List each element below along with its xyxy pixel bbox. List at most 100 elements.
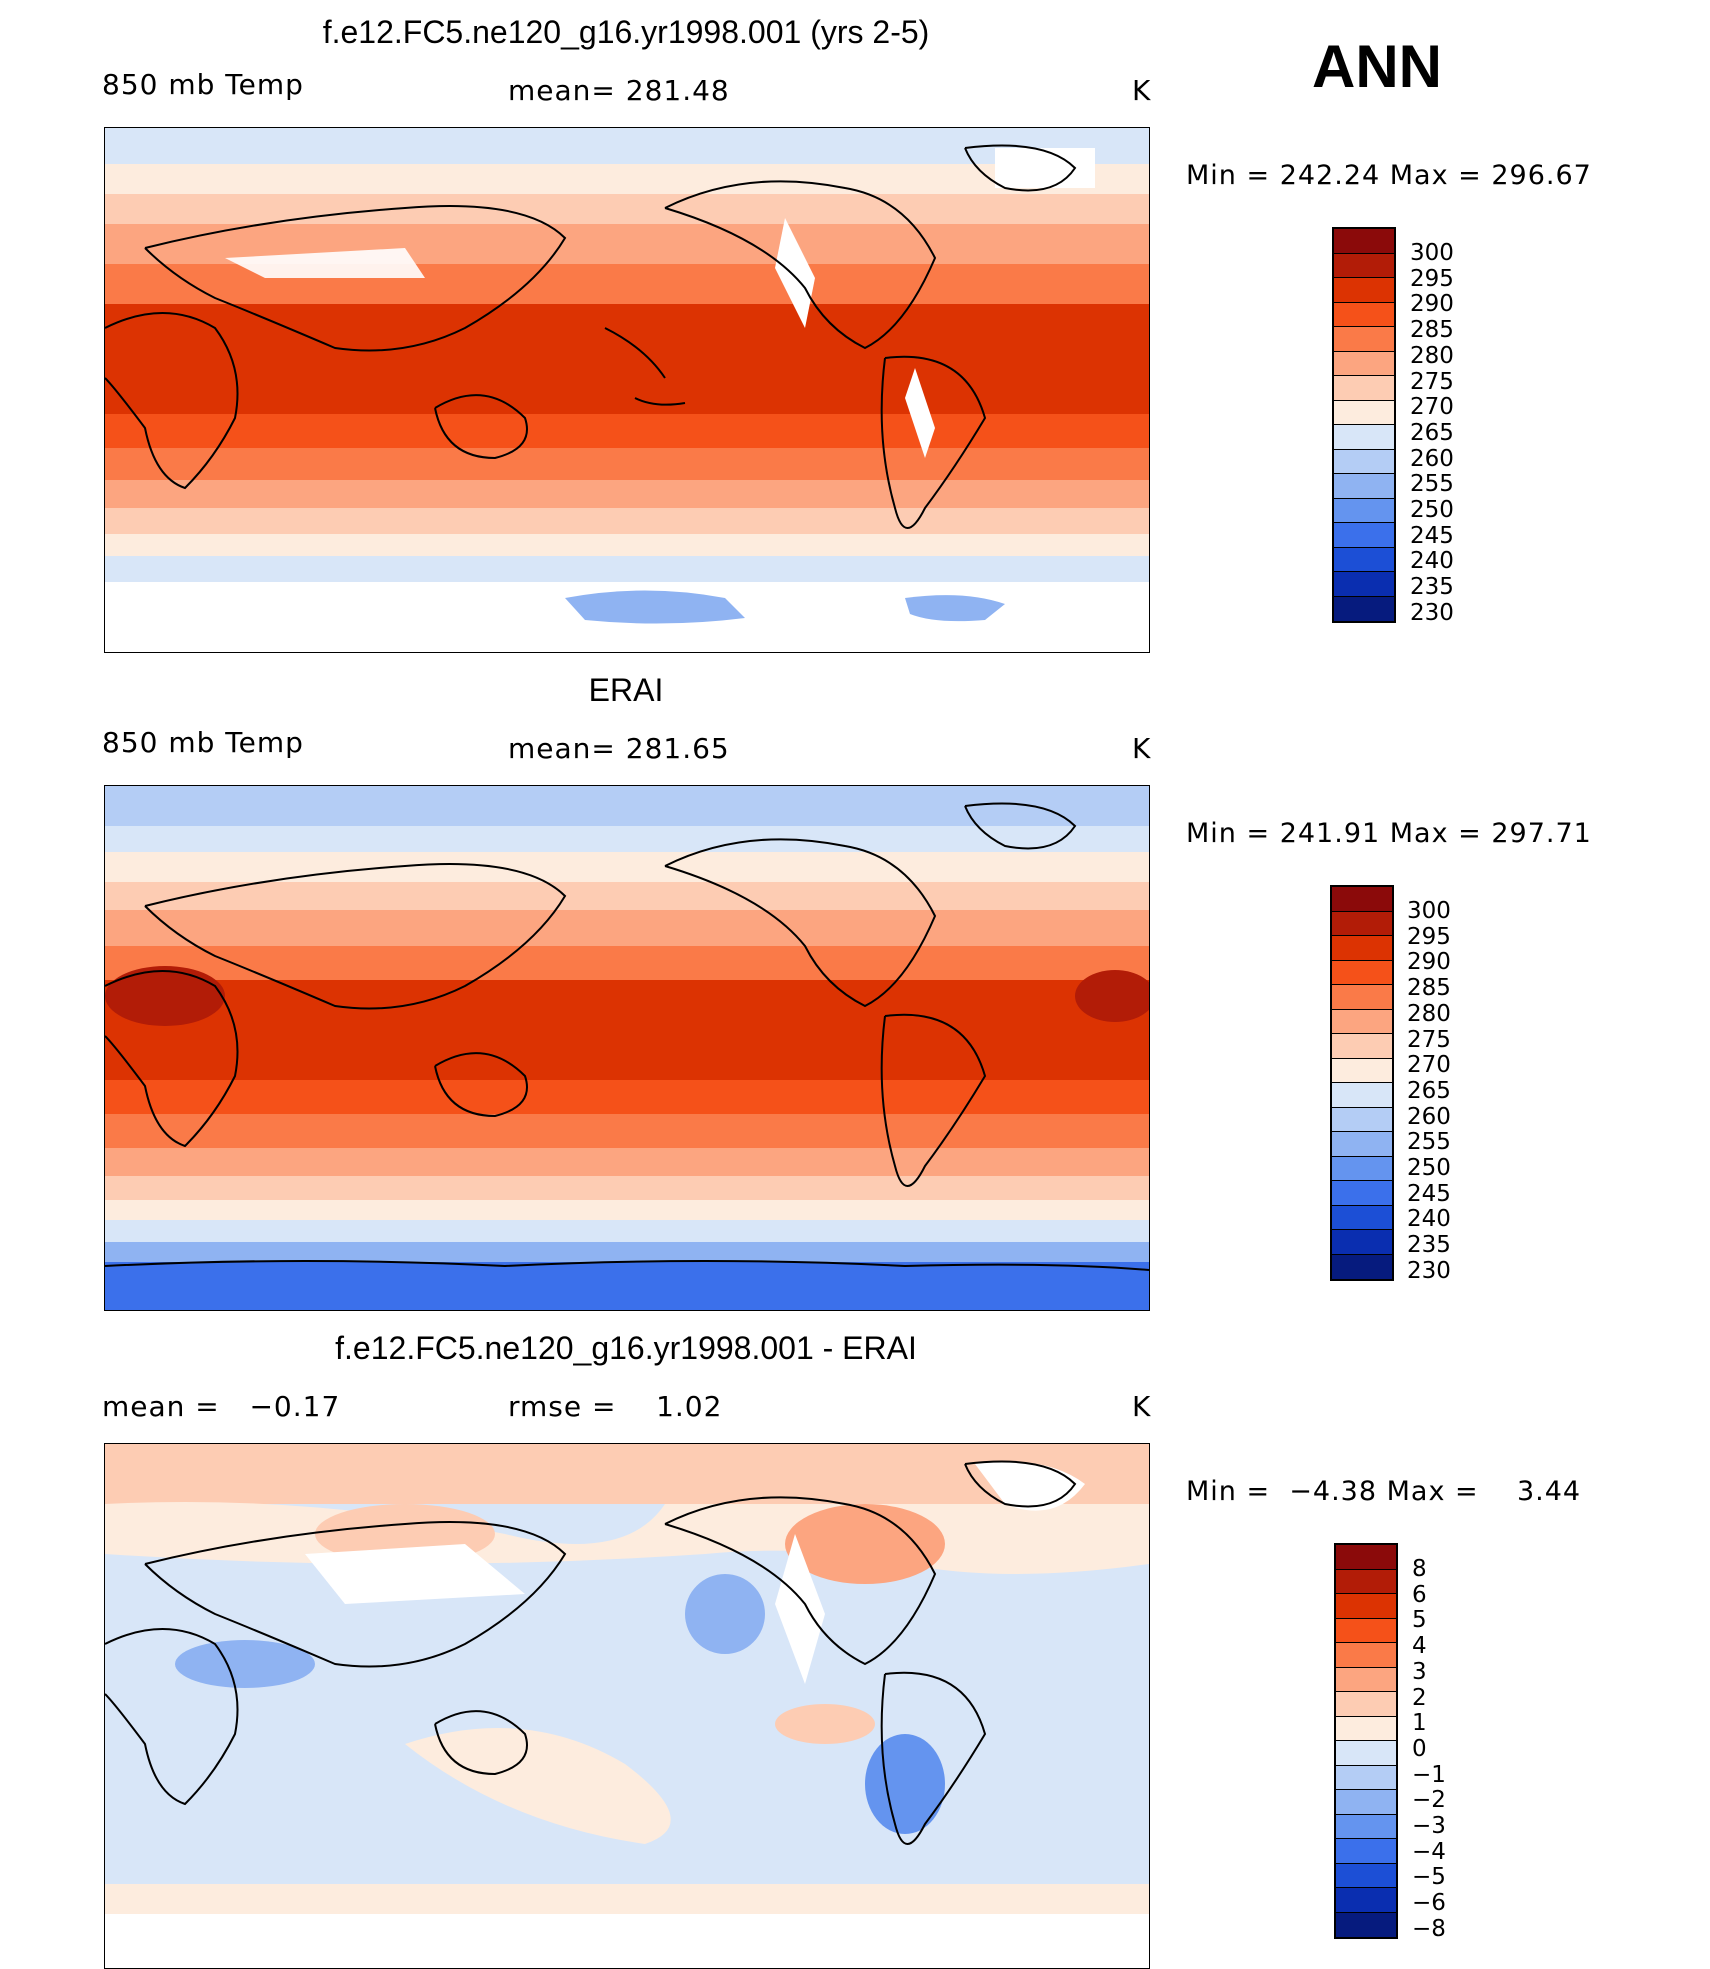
panel2-colorbar-level-label: 235 [1407, 1232, 1451, 1259]
panel3-colorbar-level-label: 3 [1412, 1658, 1427, 1685]
panel3-colorbar-swatch [1336, 1888, 1396, 1913]
panel3-title: f.e12.FC5.ne120_g16.yr1998.001 - ERAI [335, 1330, 917, 1366]
panel3-colorbar-level-label: −1 [1412, 1761, 1446, 1788]
panel1-mean-label: mean= 281.48 [508, 74, 730, 107]
panel2-colorbar-swatch [1332, 1156, 1392, 1181]
panel3-mean-label: mean = −0.17 [102, 1390, 341, 1423]
panel3-colorbar-level-label: 1 [1412, 1710, 1427, 1737]
panel3-colorbar-level-label: −8 [1412, 1915, 1446, 1942]
panel2-mean-label: mean= 281.65 [508, 732, 730, 765]
panel3-colorbar-level-label: 5 [1412, 1607, 1427, 1634]
panel2-colorbar-labels: 300 295 290 285 280 275 270 265 260 255 250 245 240 2… [1407, 898, 1451, 1285]
panel2-colorbar-swatch [1332, 1058, 1392, 1083]
panel3-colorbar-level-label: −2 [1412, 1787, 1446, 1814]
panel1-colorbar-swatch [1334, 253, 1394, 278]
panel2-colorbar-swatch [1332, 985, 1392, 1010]
panel3-colorbar-level-label: 8 [1412, 1556, 1427, 1582]
panel1-colorbar-labels: 300 295 290 285 280 275 270 265 260 255 250 245 240 2… [1410, 240, 1454, 627]
panel3-colorbar-swatch [1336, 1741, 1396, 1766]
panel2-units: K [1132, 732, 1152, 765]
panel1-colorbar-level-label: 250 [1410, 497, 1454, 524]
panel1-colorbar-swatch [1334, 547, 1394, 572]
panel3-colorbar-swatch [1336, 1863, 1396, 1888]
panel1-colorbar-swatch [1334, 474, 1394, 499]
panel3-colorbar-level-label: −5 [1412, 1864, 1446, 1891]
panel1-colorbar-level-label: 260 [1410, 445, 1454, 472]
panel2-colorbar [1330, 885, 1394, 1281]
panel1-colorbar-swatch [1334, 523, 1394, 548]
panel3-colorbar-swatch [1336, 1790, 1396, 1815]
panel1-map [104, 127, 1150, 653]
panel2-colorbar-level-label: 295 [1407, 923, 1451, 950]
panel2-colorbar-swatch [1332, 936, 1392, 961]
panel2-colorbar-swatch [1332, 1230, 1392, 1255]
season-label: ANN [1312, 33, 1442, 100]
panel3-colorbar-swatch [1336, 1594, 1396, 1619]
panel3-colorbar-swatch [1336, 1765, 1396, 1790]
panel1-minmax: Min = 242.24 Max = 296.67 [1186, 160, 1592, 191]
panel3-colorbar-level-label: −3 [1412, 1813, 1446, 1840]
panel3-units: K [1132, 1390, 1152, 1423]
panel2-colorbar-level-label: 230 [1407, 1257, 1451, 1284]
panel1-colorbar-level-label: 265 [1410, 419, 1454, 446]
panel2-colorbar-swatch [1332, 911, 1392, 936]
panel1-colorbar-level-label: 295 [1410, 265, 1454, 292]
panel2-colorbar-level-label: 250 [1407, 1155, 1451, 1182]
panel3-map [104, 1443, 1150, 1969]
panel3-colorbar-level-label: 6 [1412, 1581, 1427, 1608]
panel2-colorbar-level-label: 270 [1407, 1052, 1451, 1079]
panel1-colorbar-level-label: 235 [1410, 574, 1454, 601]
panel1-colorbar-level-label: 275 [1410, 368, 1454, 395]
panel1-colorbar-level-label: 255 [1410, 471, 1454, 498]
panel2-title: ERAI [588, 672, 664, 708]
panel1-colorbar-swatch [1334, 351, 1394, 376]
panel2-colorbar-swatch [1332, 887, 1392, 912]
panel3-colorbar-swatch [1336, 1643, 1396, 1668]
panel1-colorbar-level-label: 300 [1410, 240, 1454, 266]
panel3-colorbar-swatch [1336, 1667, 1396, 1692]
panel3-colorbar-level-label: −4 [1412, 1838, 1446, 1865]
panel3-colorbar-swatch [1336, 1814, 1396, 1839]
panel1-title: f.e12.FC5.ne120_g16.yr1998.001 (yrs 2-5) [322, 14, 930, 50]
panel1-colorbar-swatch [1334, 425, 1394, 450]
panel2-colorbar-level-label: 285 [1407, 975, 1451, 1002]
panel1-colorbar [1332, 227, 1396, 623]
panel1-colorbar-level-label: 245 [1410, 522, 1454, 549]
panel1-colorbar-swatch [1334, 400, 1394, 425]
panel1-colorbar-swatch [1334, 596, 1394, 621]
panel1-colorbar-swatch [1334, 572, 1394, 597]
panel3-colorbar-level-label: −6 [1412, 1890, 1446, 1917]
panel1-colorbar-level-label: 290 [1410, 291, 1454, 318]
panel3-colorbar-level-label: 2 [1412, 1684, 1427, 1711]
panel1-colorbar-level-label: 270 [1410, 394, 1454, 421]
panel2-colorbar-level-label: 260 [1407, 1103, 1451, 1130]
panel3-colorbar-swatch [1336, 1545, 1396, 1570]
panel2-colorbar-swatch [1332, 960, 1392, 985]
panel1-colorbar-swatch [1334, 376, 1394, 401]
panel2-colorbar-level-label: 255 [1407, 1129, 1451, 1156]
panel3-minmax: Min = −4.38 Max = 3.44 [1186, 1476, 1582, 1507]
panel3-colorbar-labels: 8 6 5 4 3 2 1 0 −1 −2 −3 −4 −5 −6 −8 [1412, 1556, 1446, 1943]
panel3-colorbar [1334, 1543, 1398, 1939]
panel2-colorbar-level-label: 290 [1407, 949, 1451, 976]
panel2-colorbar-swatch [1332, 1132, 1392, 1157]
panel3-colorbar-level-label: 0 [1412, 1735, 1427, 1762]
panel1-colorbar-swatch [1334, 302, 1394, 327]
panel1-colorbar-level-label: 285 [1410, 317, 1454, 344]
panel1-colorbar-swatch [1334, 449, 1394, 474]
panel2-colorbar-level-label: 245 [1407, 1180, 1451, 1207]
panel1-colorbar-swatch [1334, 278, 1394, 303]
panel1-colorbar-swatch [1334, 327, 1394, 352]
panel2-colorbar-level-label: 240 [1407, 1206, 1451, 1233]
panel1-colorbar-level-label: 230 [1410, 599, 1454, 626]
panel2-colorbar-swatch [1332, 1107, 1392, 1132]
panel1-colorbar-level-label: 240 [1410, 548, 1454, 575]
panel2-colorbar-swatch [1332, 1205, 1392, 1230]
panel3-colorbar-swatch [1336, 1692, 1396, 1717]
panel3-rmse-label: rmse = 1.02 [508, 1390, 723, 1423]
panel3-colorbar-swatch [1336, 1618, 1396, 1643]
panel2-colorbar-level-label: 275 [1407, 1026, 1451, 1053]
panel2-colorbar-level-label: 300 [1407, 898, 1451, 924]
panel3-colorbar-level-label: 4 [1412, 1633, 1427, 1660]
panel2-colorbar-swatch [1332, 1254, 1392, 1279]
